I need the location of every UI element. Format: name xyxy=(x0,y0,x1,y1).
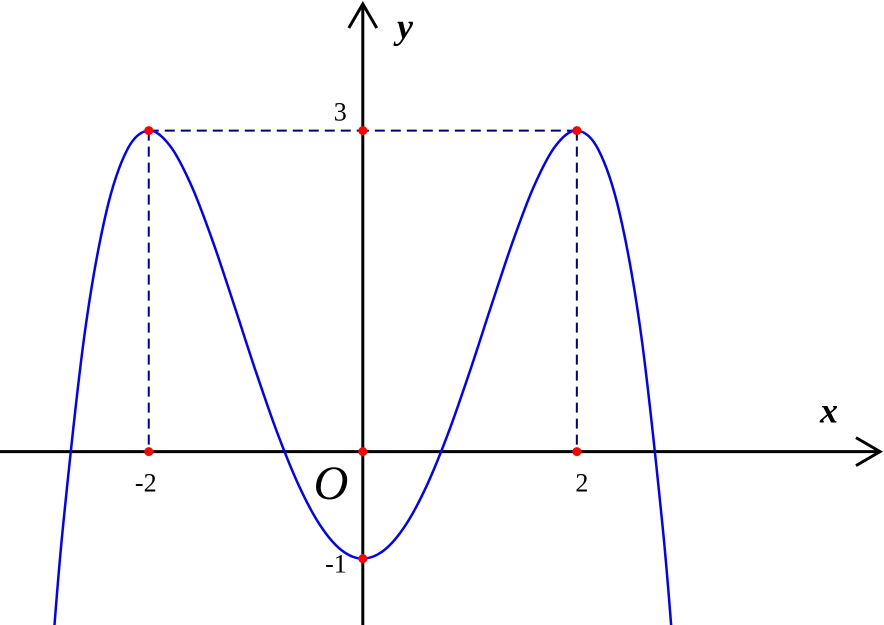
y-axis-arrow xyxy=(347,1,379,29)
point xyxy=(358,447,368,457)
x-axis-arrow xyxy=(855,436,883,467)
origin-label: O xyxy=(314,457,349,510)
point xyxy=(144,447,154,457)
point xyxy=(358,554,368,564)
y-axis-label: y xyxy=(393,6,414,46)
point xyxy=(572,447,582,457)
x-tick-label: -2 xyxy=(135,469,157,498)
y-tick-label: -1 xyxy=(325,550,347,579)
point xyxy=(358,126,368,136)
y-tick-label: 3 xyxy=(334,98,347,127)
x-tick-label: 2 xyxy=(575,469,588,498)
x-axis-label: x xyxy=(819,390,838,430)
point xyxy=(572,126,582,136)
point xyxy=(144,126,154,136)
